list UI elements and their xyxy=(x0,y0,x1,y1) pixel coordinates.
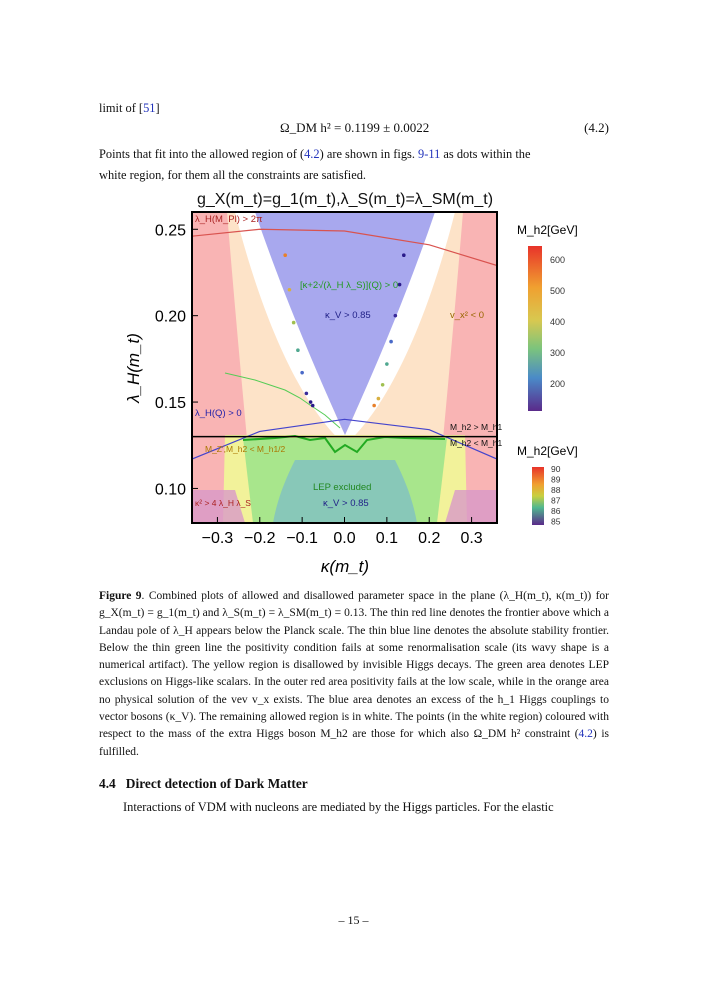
y-tick-label: 0.15 xyxy=(155,395,186,412)
x-tick-label: 0.1 xyxy=(376,530,398,547)
chart-lines xyxy=(192,228,497,460)
y-tick-label: 0.10 xyxy=(155,481,186,498)
colorbar-bottom-tick: 90 xyxy=(551,464,561,474)
caption-equation-link[interactable]: 4.2 xyxy=(578,728,593,741)
label-landau: λ_H(M_Pl) > 2π xyxy=(195,214,263,225)
data-point xyxy=(385,362,389,366)
colorbar-bottom xyxy=(532,467,544,525)
y-axis-label: λ_H(m_t) xyxy=(124,333,143,404)
stability-line xyxy=(192,418,497,460)
x-tick-label: 0.0 xyxy=(333,530,355,547)
caption-text: . Combined plots of allowed and disallow… xyxy=(99,590,609,741)
colorbar-bottom-tick: 88 xyxy=(551,485,561,495)
axes: −0.3 −0.2 −0.1 0.0 0.1 0.2 0.3 0.10 0.15 0.20 0.25 xyxy=(155,222,483,547)
citation-link[interactable]: 51 xyxy=(143,101,156,115)
data-point xyxy=(393,313,398,318)
data-point xyxy=(310,403,315,408)
colorbar-top-label: M_h2[GeV] xyxy=(517,223,578,237)
colorbar-bottom-tick: 85 xyxy=(551,517,561,527)
kappa-v-region-top xyxy=(255,212,435,435)
positivity-line xyxy=(224,372,341,429)
data-point xyxy=(376,396,381,401)
equation-ref-link[interactable]: 4.2 xyxy=(304,147,320,161)
plot-regions xyxy=(192,212,497,523)
colorbar-top-ticks: 600 500 400 300 200 xyxy=(550,255,565,389)
equation: Ω_DM h² = 0.1199 ± 0.0022 xyxy=(280,120,429,136)
colorbar-top-tick: 200 xyxy=(550,379,565,389)
data-point xyxy=(300,370,304,375)
landau-line xyxy=(192,228,497,267)
data-point xyxy=(380,382,385,387)
para-text-a: Points that fit into the allowed region … xyxy=(99,147,305,161)
label-lep: LEP excluded xyxy=(313,482,371,493)
data-point xyxy=(389,339,393,344)
figure-9-plot: g_X(m_t)=g_1(m_t),λ_S(m_t)=λ_SM(m_t) λ_H… xyxy=(124,191,578,576)
data-point xyxy=(291,320,296,325)
x-tick-label: 0.3 xyxy=(460,530,482,547)
colorbar-top-tick: 500 xyxy=(550,286,565,296)
plot-title: g_X(m_t)=g_1(m_t),λ_S(m_t)=λ_SM(m_t) xyxy=(197,191,493,208)
intro-text: limit of [ xyxy=(99,101,144,115)
label-positivity: [κ+2√(λ_H λ_S)](Q) > 0 xyxy=(300,280,398,291)
data-point xyxy=(296,348,300,353)
label-kappa-v-bottom: κ_V > 0.85 xyxy=(323,498,369,509)
x-axis-label: κ(m_t) xyxy=(321,557,369,576)
data-point xyxy=(304,391,309,396)
label-invisible: M_Z′,M_h2 < M_h1/2 xyxy=(205,444,286,454)
data-point xyxy=(397,282,402,287)
label-vx: v_x² < 0 xyxy=(450,310,484,321)
colorbar-bottom-label: M_h2[GeV] xyxy=(517,444,578,458)
equation-number: (4.2) xyxy=(584,120,609,135)
intro-text-end: ] xyxy=(155,101,160,115)
kappa-sq-region-left xyxy=(192,490,245,523)
y-tick-label: 0.20 xyxy=(155,309,186,326)
colorbar-bottom-tick: 87 xyxy=(551,496,561,506)
figure-ref-link[interactable]: 9-11 xyxy=(418,147,441,161)
y-tick-label: 0.25 xyxy=(155,222,186,239)
kappa-sq-region-right xyxy=(445,490,497,523)
x-tick-label: −0.3 xyxy=(202,530,234,547)
allowed-region xyxy=(235,212,455,445)
x-tick-label: 0.2 xyxy=(418,530,440,547)
data-point xyxy=(283,253,287,257)
colorbar-top xyxy=(528,246,542,411)
kappa-v-region-bottom xyxy=(273,460,417,523)
label-stability: λ_H(Q) > 0 xyxy=(195,408,242,419)
para-text-line2: white region, for them all the constrain… xyxy=(99,168,367,182)
label-kappa-v-top: κ_V > 0.85 xyxy=(325,310,371,321)
figure-caption: Figure 9. Combined plots of allowed and … xyxy=(99,588,609,761)
page-number: – 15 – xyxy=(338,913,369,927)
section-heading: 4.4 Direct detection of Dark Matter xyxy=(99,776,308,792)
colorbar-top-tick: 600 xyxy=(550,255,565,265)
body-paragraph: Interactions of VDM with nucleons are me… xyxy=(123,800,554,814)
equation-text: Ω_DM h² = 0.1199 ± 0.0022 xyxy=(280,120,430,135)
x-tick-label: −0.2 xyxy=(244,530,276,547)
x-tick-label: −0.1 xyxy=(286,530,318,547)
label-kappa-sq: κ² > 4 λ_H λ_S xyxy=(195,498,251,508)
section-number: 4.4 xyxy=(99,776,116,791)
para-text-c: as dots within the xyxy=(440,147,531,161)
data-point xyxy=(372,403,376,408)
colorbar-bottom-tick: 86 xyxy=(551,506,561,516)
colorbar-bottom-tick: 89 xyxy=(551,475,561,485)
chart-points xyxy=(283,253,406,408)
colorbar-top-tick: 400 xyxy=(550,317,565,327)
data-point xyxy=(402,253,406,257)
label-m2-gt: M_h2 > M_h1 xyxy=(450,422,502,432)
caption-label: Figure 9 xyxy=(99,590,142,602)
colorbar-top-tick: 300 xyxy=(550,348,565,358)
intro-line: limit of [51] xyxy=(99,98,160,119)
data-point xyxy=(287,287,292,292)
label-m2-lt: M_h2 < M_h1 xyxy=(450,438,502,448)
data-point xyxy=(308,400,313,404)
para-text-b: ) are shown in figs. xyxy=(319,147,419,161)
intro-paragraph: Points that fit into the allowed region … xyxy=(99,144,609,186)
region-labels: λ_H(M_Pl) > 2π [κ+2√(λ_H λ_S)](Q) > 0 κ_… xyxy=(195,214,502,509)
section-title: Direct detection of Dark Matter xyxy=(125,776,308,791)
caption-tail: ) is fulfilled. xyxy=(99,728,609,758)
